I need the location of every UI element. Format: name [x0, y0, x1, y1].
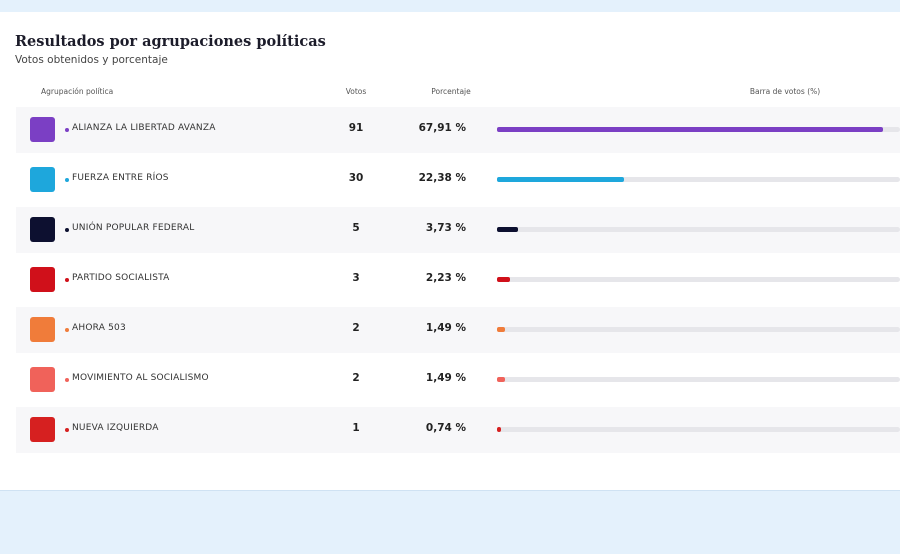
bar-track [497, 377, 900, 382]
votes: 30 [348, 172, 364, 184]
party-logo [30, 117, 55, 142]
party-dot [65, 378, 69, 382]
subtitle: Votos obtenidos y porcentaje [15, 54, 168, 66]
party-dot [65, 278, 69, 282]
column-header: Votos [345, 87, 367, 96]
vote-bar [497, 177, 625, 182]
votes: 5 [352, 222, 360, 234]
bar-track [497, 277, 900, 282]
table-row: NUEVA IZQUIERDA 1 0,74 % [16, 407, 900, 453]
party-dot [65, 428, 69, 432]
vote-bar [497, 277, 510, 282]
table-row: PARTIDO SOCIALISTA 3 2,23 % [16, 257, 900, 303]
percentage: 1,49 % [425, 372, 466, 384]
party-logo [30, 267, 55, 292]
table-row: UNIÓN POPULAR FEDERAL 5 3,73 % [16, 207, 900, 253]
table-row: ALIANZA LA LIBERTAD AVANZA 91 67,91 % [16, 107, 900, 153]
party-dot [65, 228, 69, 232]
party-logo [30, 317, 55, 342]
table-row: AHORA 503 2 1,49 % [16, 307, 900, 353]
percentage: 3,73 % [425, 222, 466, 234]
table-row: FUERZA ENTRE RÍOS 30 22,38 % [16, 157, 900, 203]
percentage: 0,74 % [425, 422, 466, 434]
votes: 91 [348, 122, 364, 134]
party-name: NUEVA IZQUIERDA [72, 423, 159, 433]
bar-track [497, 227, 900, 232]
votes: 1 [352, 422, 360, 434]
party-name: MOVIMIENTO AL SOCIALISMO [72, 373, 209, 383]
vote-bar [497, 377, 506, 382]
bar-track [497, 177, 900, 182]
percentage: 1,49 % [425, 322, 466, 334]
party-name: PARTIDO SOCIALISTA [72, 273, 170, 283]
vote-bar [497, 427, 502, 432]
party-logo [30, 217, 55, 242]
votes: 2 [352, 322, 360, 334]
vote-bar [497, 227, 519, 232]
party-name: FUERZA ENTRE RÍOS [72, 173, 169, 183]
party-name: AHORA 503 [72, 323, 126, 333]
column-header: Barra de votos (%) [749, 87, 821, 96]
percentage: 2,23 % [425, 272, 466, 284]
votes: 3 [352, 272, 360, 284]
party-dot [65, 328, 69, 332]
bar-track [497, 427, 900, 432]
percentage: 22,38 % [418, 172, 466, 184]
party-dot [65, 128, 69, 132]
party-logo [30, 417, 55, 442]
party-logo [30, 167, 55, 192]
party-name: ALIANZA LA LIBERTAD AVANZA [72, 123, 216, 133]
column-header: Porcentaje [431, 87, 471, 96]
party-dot [65, 178, 69, 182]
vote-bar [497, 127, 883, 132]
party-name: UNIÓN POPULAR FEDERAL [72, 223, 195, 233]
vote-bar [497, 327, 506, 332]
bar-track [497, 327, 900, 332]
results-card: Resultados por agrupaciones políticas Vo… [0, 12, 900, 491]
column-header: Agrupación política [41, 87, 114, 96]
party-logo [30, 367, 55, 392]
table-row: MOVIMIENTO AL SOCIALISMO 2 1,49 % [16, 357, 900, 403]
title: Resultados por agrupaciones políticas [15, 33, 326, 50]
percentage: 67,91 % [418, 122, 466, 134]
votes: 2 [352, 372, 360, 384]
